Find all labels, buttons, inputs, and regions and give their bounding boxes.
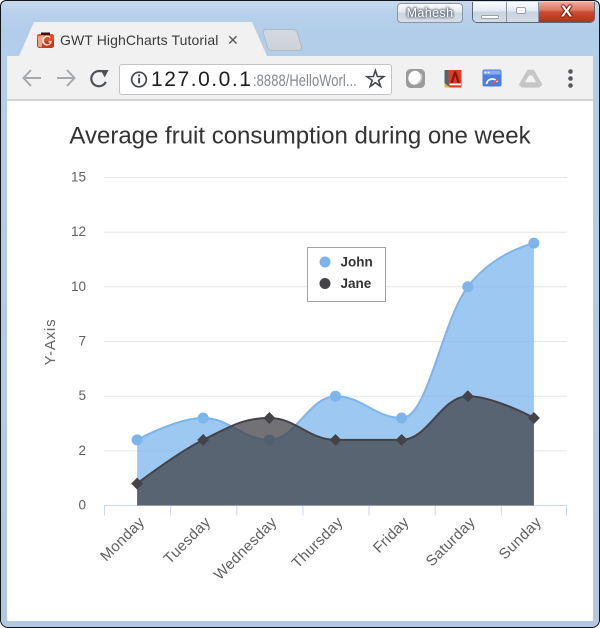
svg-text:7: 7 bbox=[78, 334, 86, 349]
svg-text:Jane: Jane bbox=[341, 276, 372, 291]
svg-text:John: John bbox=[341, 255, 373, 270]
svg-text:12: 12 bbox=[71, 224, 86, 239]
svg-text:Friday: Friday bbox=[370, 514, 413, 557]
svg-text:2: 2 bbox=[78, 443, 86, 458]
svg-text:Saturday: Saturday bbox=[423, 514, 479, 570]
svg-text:5: 5 bbox=[78, 388, 86, 403]
svg-text:Wednesday: Wednesday bbox=[211, 514, 281, 584]
svg-text:10: 10 bbox=[71, 279, 86, 294]
svg-text:0: 0 bbox=[78, 498, 86, 513]
svg-text:Monday: Monday bbox=[97, 514, 148, 565]
svg-text:Thursday: Thursday bbox=[289, 514, 347, 572]
svg-text:15: 15 bbox=[71, 170, 86, 185]
svg-text:Tuesday: Tuesday bbox=[160, 514, 214, 568]
svg-text:Sunday: Sunday bbox=[496, 514, 545, 563]
svg-text:Y-Axis: Y-Axis bbox=[42, 319, 59, 366]
svg-text:Average fruit consumption duri: Average fruit consumption during one wee… bbox=[69, 123, 531, 150]
